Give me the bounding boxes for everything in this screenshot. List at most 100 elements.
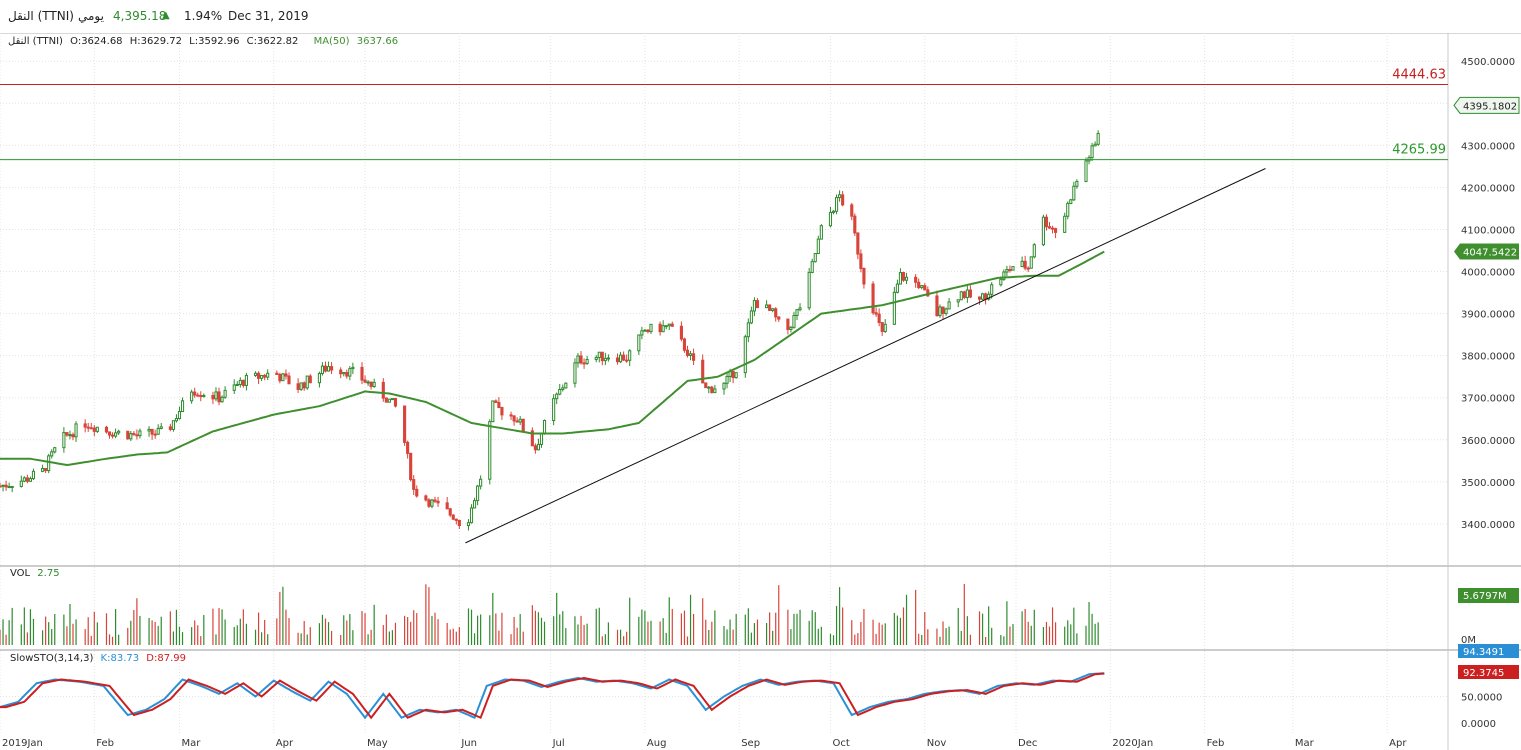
candle: [104, 426, 109, 433]
candle: [606, 357, 610, 360]
candle: [1066, 202, 1070, 217]
candle: [561, 387, 565, 391]
candle: [369, 381, 373, 387]
candle: [603, 357, 607, 362]
candle: [552, 398, 556, 421]
candle: [962, 291, 966, 299]
candle: [874, 312, 878, 315]
candle: [457, 519, 461, 527]
candle: [1029, 256, 1033, 269]
candle: [555, 393, 559, 400]
candle: [938, 306, 942, 317]
price-tick-label: 3400.0000: [1461, 520, 1515, 531]
candle: [424, 495, 428, 501]
candle: [643, 329, 647, 332]
candle: [935, 295, 939, 317]
candle: [62, 432, 66, 449]
candle: [323, 365, 328, 372]
candle: [1020, 260, 1024, 268]
candle: [619, 354, 623, 363]
candle: [512, 415, 516, 422]
candle: [637, 334, 641, 352]
candle: [497, 401, 501, 409]
candle: [74, 423, 78, 438]
candle: [807, 271, 811, 309]
price-tick-label: 3900.0000: [1461, 310, 1515, 321]
candle: [299, 382, 303, 390]
x-tick-label: Sep: [741, 738, 760, 749]
candle: [232, 384, 236, 391]
volume-last-label: 5.6797M: [1463, 591, 1507, 602]
candle: [92, 427, 96, 432]
candle: [330, 366, 334, 371]
candle: [393, 398, 398, 407]
candle: [305, 375, 309, 389]
candle: [1090, 145, 1094, 159]
candle: [469, 507, 474, 524]
candle: [573, 362, 577, 384]
candle: [445, 502, 449, 510]
candle: [1041, 216, 1045, 246]
trendline[interactable]: [465, 168, 1266, 544]
candle: [83, 423, 87, 428]
candle: [415, 488, 419, 497]
candle: [406, 441, 410, 454]
candle: [968, 289, 972, 298]
candle: [731, 370, 735, 379]
candle: [235, 384, 239, 387]
candle: [31, 470, 36, 480]
candle: [987, 293, 991, 300]
candle: [564, 382, 568, 389]
interval-label[interactable]: يومي: [78, 9, 104, 23]
candle: [576, 355, 580, 364]
candle: [451, 514, 455, 520]
candle: [129, 433, 133, 440]
candle: [263, 374, 267, 378]
candle: [1011, 266, 1015, 271]
candle: [19, 480, 23, 487]
x-tick-label: Jul: [552, 738, 565, 749]
x-tick-label: Jun: [460, 738, 477, 749]
candle: [107, 431, 112, 436]
candle: [217, 391, 221, 403]
candle: [789, 326, 793, 330]
candle: [898, 272, 903, 285]
last-price-tag: [1453, 96, 1520, 114]
candle: [117, 430, 121, 434]
price-tick-label: 4200.0000: [1461, 183, 1515, 194]
stoch-k-tag-label: 94.3491: [1463, 647, 1504, 658]
candle: [649, 323, 653, 333]
candle: [10, 485, 14, 488]
candle: [704, 382, 708, 389]
candle: [707, 386, 711, 389]
x-tick-label: 2020Jan: [1112, 738, 1153, 749]
price-tick-label: 3800.0000: [1461, 352, 1515, 363]
candle: [366, 381, 370, 384]
candle: [320, 365, 325, 374]
candle: [110, 434, 115, 437]
candle: [4, 484, 8, 488]
candle: [810, 261, 814, 273]
candle: [692, 353, 696, 361]
candle: [372, 381, 376, 387]
candle: [628, 350, 632, 361]
candle: [284, 373, 288, 377]
candle: [159, 426, 163, 429]
candle: [688, 353, 693, 356]
symbol-name[interactable]: النقل (TTNI): [8, 9, 74, 23]
candle: [253, 372, 258, 376]
candle: [658, 323, 662, 333]
legend-low: L:3592.96: [189, 36, 240, 47]
legend-ma-label: MA(50): [313, 36, 350, 47]
candle: [752, 300, 756, 312]
stoch-tick-label: 0.0000: [1461, 719, 1496, 730]
candle: [348, 368, 352, 377]
candle: [433, 499, 437, 502]
price-tick-label: 4300.0000: [1461, 141, 1515, 152]
candle: [710, 386, 714, 394]
candle: [685, 349, 690, 356]
candle: [488, 421, 492, 480]
candle: [177, 411, 182, 420]
candle: [542, 419, 547, 435]
